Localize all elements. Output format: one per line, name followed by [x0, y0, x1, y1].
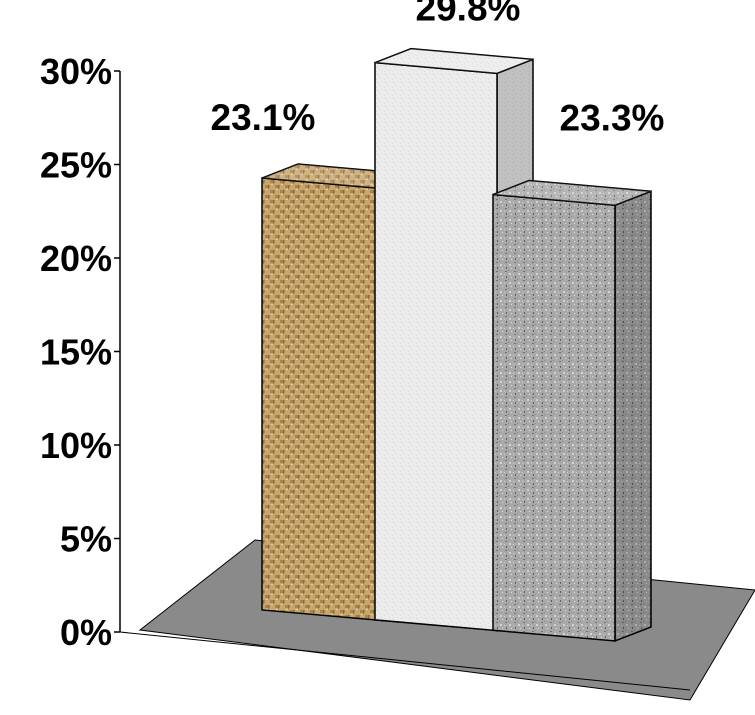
y-tick-label: 25% [40, 145, 112, 186]
bar-3 [492, 179, 652, 643]
y-tick-label: 20% [40, 238, 112, 279]
bar-front-face [374, 61, 498, 632]
y-tick-label: 15% [40, 332, 112, 373]
bar-front-face [261, 177, 385, 622]
bar-value-label: 29.8% [416, 0, 521, 29]
bar-value-label: 23.1% [211, 97, 316, 138]
x-axis-line [119, 631, 691, 691]
bar-top-highlight [493, 180, 651, 206]
bar-front-face [492, 193, 616, 642]
bar-value-label: 23.3% [560, 98, 665, 139]
bar-side-shade [615, 191, 651, 641]
y-tick-label: 10% [40, 425, 112, 466]
bar-top-highlight [375, 48, 533, 74]
y-tick-label: 30% [40, 51, 112, 92]
bar-top-face [374, 47, 534, 75]
y-tick-label: 0% [60, 612, 112, 653]
y-tick-label: 5% [60, 519, 112, 560]
bar-top-face [492, 179, 652, 207]
